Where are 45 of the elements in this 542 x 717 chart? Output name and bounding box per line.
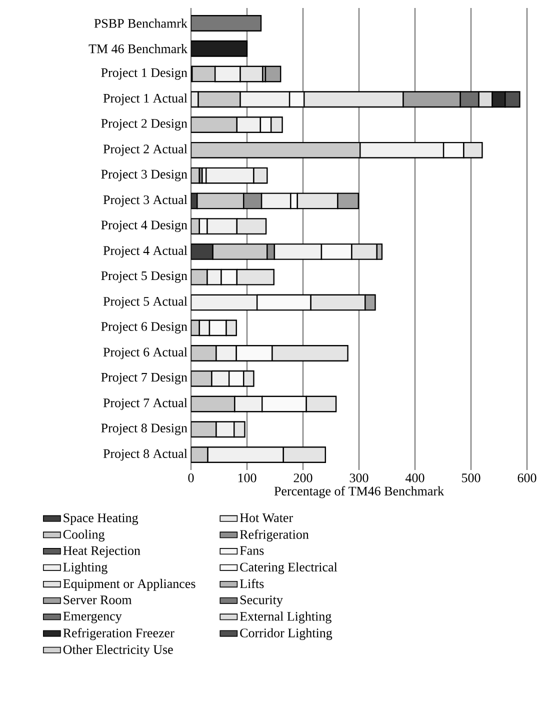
legend-label: External Lighting xyxy=(240,612,332,624)
y-tick-label: Project 1 Actual xyxy=(103,93,188,106)
legend-label: Refrigeration xyxy=(240,530,309,542)
y-tick-label: Project 5 Design xyxy=(101,271,188,283)
legend-label: Heat Rejection xyxy=(63,546,140,558)
y-tick-label: TM 46 Benchmark xyxy=(88,44,188,54)
legend-label: Server Room xyxy=(64,596,132,604)
legend-label: Corridor Lighting xyxy=(240,628,332,640)
x-tick-label: 0 xyxy=(188,474,194,482)
y-tick-label: Project 5 Actual xyxy=(103,296,188,308)
y-tick-label: Project 8 Actual xyxy=(103,448,188,461)
legend-label: Space Heating xyxy=(64,513,138,525)
y-tick-label: Project 4 Design xyxy=(101,220,188,232)
legend-label: Equipment or Appliances xyxy=(63,578,196,591)
legend-label: Emergency xyxy=(63,612,122,624)
legend-label: Cooling xyxy=(63,530,105,542)
y-tick-label: Project 3 Design xyxy=(101,170,188,182)
legend-label: Lighting xyxy=(63,562,108,574)
legend-label: Security xyxy=(240,596,283,607)
x-tick-label: 500 xyxy=(462,474,480,482)
x-tick-label: 400 xyxy=(406,474,424,482)
y-tick-label: PSBP Benchamrk xyxy=(94,18,188,28)
y-tick-label: Project 1 Design xyxy=(101,68,188,80)
legend-label: Hot Water xyxy=(240,514,293,522)
y-tick-label: Project 8 Design xyxy=(101,424,188,436)
legend-label: Refrigeration Freezer xyxy=(63,628,174,640)
legend-label: Catering Electrical xyxy=(240,562,338,574)
y-tick-label: Project 6 Design xyxy=(101,322,188,334)
x-tick-label: 100 xyxy=(238,474,256,482)
y-tick-label: Project 4 Actual xyxy=(103,246,188,258)
y-tick-label: Project 2 Design xyxy=(101,119,188,130)
y-tick-label: Project 7 Actual xyxy=(103,398,188,410)
y-tick-label: Project 3 Actual xyxy=(103,195,188,207)
bar xyxy=(264,66,282,82)
x-tick-label: 300 xyxy=(350,474,368,482)
y-tick-label: Project 6 Actual xyxy=(103,347,188,360)
y-tick-label: Project 2 Actual xyxy=(103,144,188,156)
bar xyxy=(190,40,248,57)
y-tick-label: Project 7 Design xyxy=(101,372,188,384)
x-tick-label: 600 xyxy=(518,474,536,482)
legend-label: Other Electricity Use xyxy=(63,644,173,657)
legend-label: Lifts xyxy=(240,578,264,588)
x-axis-title: Percentage of TM46 Benchmark xyxy=(274,486,444,498)
x-tick-label: 200 xyxy=(294,474,312,482)
legend-label: Fans xyxy=(240,546,264,555)
